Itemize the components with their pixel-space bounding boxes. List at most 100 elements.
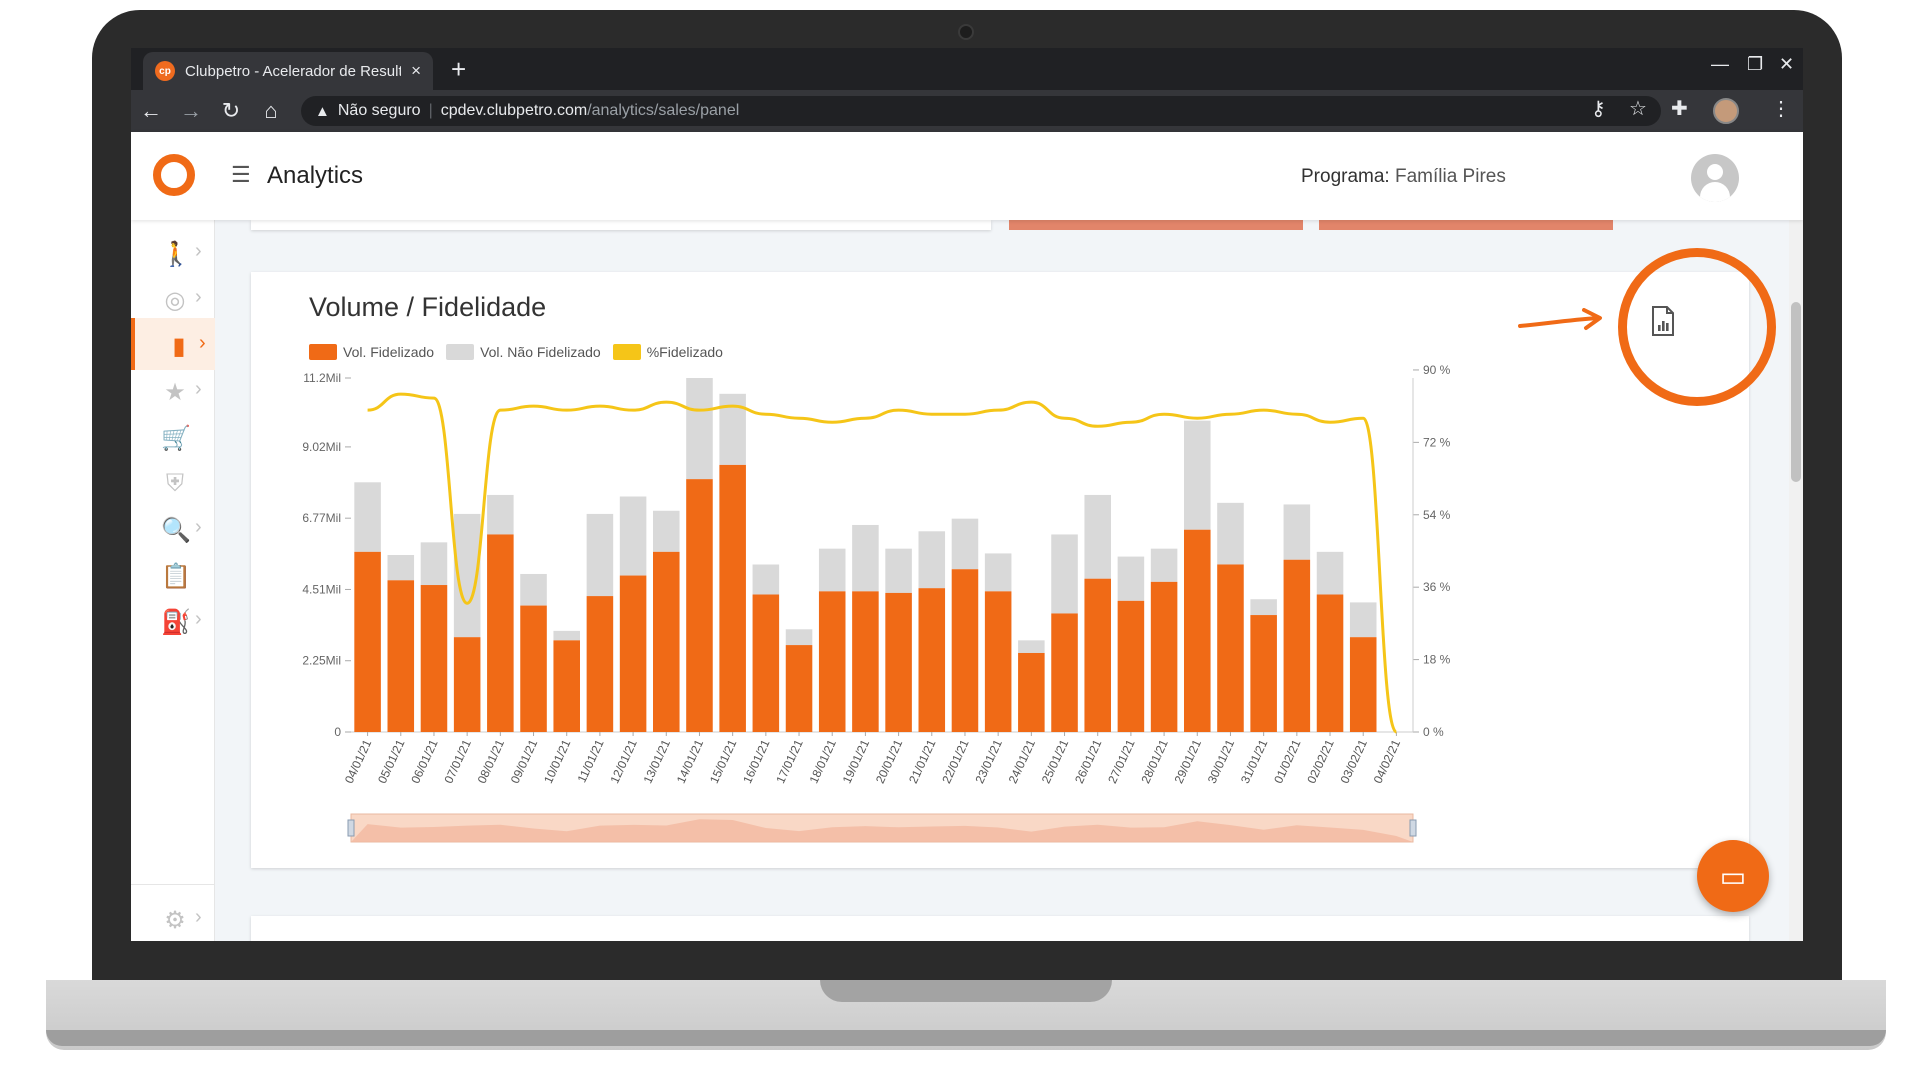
bar-fidelizado [752,594,780,732]
new-tab-icon[interactable]: + [451,54,467,84]
bar-nao-fidelizado [1018,640,1045,653]
x-tick-label: 14/01/21 [674,737,707,786]
sidebar-item-clipboard[interactable]: 📋 [131,548,215,600]
program-selector[interactable]: Programa: Família Pires [1301,166,1506,188]
bar-fidelizado [951,569,979,732]
bar-fidelizado [1150,581,1178,732]
card-title: Volume / Fidelidade [309,292,547,322]
reload-icon[interactable]: ↻ [221,98,241,123]
x-tick-label: 09/01/21 [508,737,541,786]
bar-nao-fidelizado [1150,548,1178,582]
menu-kebab-icon[interactable]: ⋮ [1771,98,1791,120]
back-icon[interactable]: ← [140,98,162,123]
fidelizado-pct-line [367,392,1398,734]
x-tick-label: 03/02/21 [1338,737,1371,786]
close-window-icon[interactable]: ✕ [1779,54,1795,74]
bar-nao-fidelizado [1283,504,1311,560]
chevron-right-icon: › [195,906,202,928]
bar-nao-fidelizado [586,513,614,597]
bar-fidelizado [918,588,946,732]
security-label[interactable]: Não seguro [337,102,421,119]
bar-fidelizado [1316,594,1344,732]
bar-nao-fidelizado [420,542,448,586]
bar-fidelizado [586,596,614,732]
sidebar-item-bar-chart[interactable]: ▮ › [131,318,215,370]
clipboard-icon: 📋 [161,563,191,590]
bar-nao-fidelizado [387,555,415,581]
x-tick-label: 08/01/21 [475,737,508,786]
previous-card [251,220,991,230]
bar-nao-fidelizado [719,393,746,465]
bar-nao-fidelizado [885,548,912,593]
bar-nao-fidelizado [785,629,813,646]
legend-item[interactable]: Vol. Não Fidelizado [446,344,601,360]
bar-fidelizado [1084,578,1111,732]
extensions-icon[interactable]: ✚ [1671,98,1688,120]
target-icon: ◎ [164,287,186,314]
x-tick-label: 21/01/21 [906,737,939,786]
laptop-notch [820,980,1112,1002]
bar-nao-fidelizado [653,510,680,552]
x-tick-label: 31/01/21 [1238,737,1271,786]
legend-item[interactable]: %Fidelizado [612,344,723,360]
sidebar-item-search-document[interactable]: 🔍 › [131,502,215,554]
bar-nao-fidelizado [1316,551,1344,595]
sidebar-item-target[interactable]: ◎ › [131,272,215,324]
bar-nao-fidelizado [852,524,879,592]
previous-card-button[interactable] [1009,220,1303,230]
gear-icon: ⚙ [164,907,186,934]
search-document-icon: 🔍 [161,517,191,544]
legend-label: %Fidelizado [646,344,723,360]
x-tick-label: 15/01/21 [707,737,740,786]
range-handle-left [347,819,355,837]
bar-chart-icon: ▮ [172,333,186,360]
clubpetro-logo[interactable] [153,154,195,196]
legend-swatch [446,344,475,360]
bookmark-star-icon[interactable]: ☆ [1629,98,1647,120]
bar-fidelizado [520,605,547,732]
maximize-icon[interactable]: ❐ [1747,54,1764,74]
x-tick-label: 19/01/21 [840,737,873,786]
chevron-right-icon: › [195,378,202,400]
legend-item[interactable]: Vol. Fidelizado [309,344,434,360]
scrollbar-thumb[interactable] [1791,302,1801,482]
x-tick-label: 05/01/21 [375,737,408,786]
y-left-tick-label: 9.02Mil [302,440,341,454]
sidebar-item-shield-check[interactable]: ⛨ [131,456,215,508]
sidebar-item-settings[interactable]: ⚙ › [131,892,215,941]
fuel-pump-icon: ⛽ [161,609,191,636]
chart-legend: Vol. Fidelizado Vol. Não Fidelizado %Fidel… [309,344,723,360]
forward-icon[interactable]: → [180,98,202,123]
x-tick-label: 13/01/21 [641,737,674,786]
minimize-icon[interactable]: — [1711,54,1729,74]
y-left-tick-label: 11.2Mil [303,371,341,385]
sidebar-item-cart-add[interactable]: 🛒 [131,410,215,462]
previous-card-button[interactable] [1319,220,1613,230]
volume-chart[interactable]: 0 2.25Mil 4.51Mil 6.77Mil 9.02Mil 11.2Mil 0 % 1… [251,362,1749,868]
x-tick-label: 10/01/21 [541,737,574,786]
sidebar-item-fuel-pump[interactable]: ⛽ › [131,594,215,646]
sidebar-item-person-run[interactable]: 🚶 › [131,226,215,278]
cart-add-icon: 🛒 [161,425,191,452]
favicon-icon: cp [155,61,175,81]
x-tick-label: 22/01/21 [939,737,972,786]
bar-nao-fidelizado [1117,556,1145,601]
bar-nao-fidelizado [619,496,647,576]
address-bar[interactable]: ▲ Não seguro | cpdev.clubpetro.com/analy… [301,96,1661,126]
url-host: cpdev.clubpetro.com [440,102,588,119]
profile-avatar[interactable] [1713,98,1739,124]
shield-check-icon: ⛨ [166,470,184,497]
hamburger-menu-icon[interactable]: ☰ [231,162,251,187]
chat-button[interactable]: ▭ [1697,840,1769,912]
key-icon[interactable]: ⚷ [1591,98,1606,120]
bar-nao-fidelizado [818,548,846,592]
user-avatar[interactable] [1691,154,1739,202]
home-icon[interactable]: ⌂ [264,98,278,123]
warning-icon[interactable]: ▲ [315,102,330,120]
sidebar-item-star[interactable]: ★ › [131,364,215,416]
tab-close-icon[interactable]: × [411,61,421,80]
bar-fidelizado [653,551,680,732]
bar-fidelizado [852,591,879,732]
browser-tab[interactable]: cp Clubpetro - Acelerador de Resulta × [143,52,433,90]
